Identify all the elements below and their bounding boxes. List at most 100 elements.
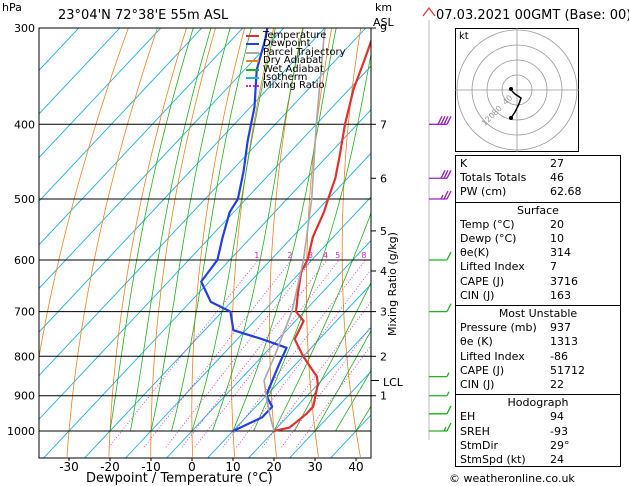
x-tick-label: 10: [225, 460, 240, 474]
km-tick-label: 3: [380, 306, 387, 319]
km-tick-label: 4: [380, 265, 387, 278]
legend-swatch: [246, 60, 259, 63]
section-title: Most Unstable: [498, 307, 578, 320]
index-row: Pressure (mb) 937: [460, 322, 616, 334]
index-key: SREH: [460, 424, 490, 438]
mixing-ratio-label: 25: [430, 251, 440, 260]
legend-swatch: [246, 85, 259, 88]
km-tick-label: 2: [380, 350, 387, 363]
hodograph-trace: [510, 90, 522, 119]
asl-label: ASL: [373, 16, 394, 29]
km-tick-label: 5: [380, 225, 387, 238]
section-divider: [456, 305, 620, 306]
isotherm-line: [165, 239, 371, 458]
index-value: 22: [550, 378, 564, 391]
index-value: 27: [550, 157, 564, 170]
index-value: 163: [550, 288, 571, 302]
index-row: EH 94: [460, 411, 616, 423]
index-key: Dewp (°C): [460, 232, 517, 245]
km-tick-label: 7: [380, 118, 387, 131]
wind-barb: [429, 405, 452, 415]
mixing-ratio-label: 8: [361, 251, 366, 260]
section-title: Hodograph: [507, 396, 569, 410]
x-tick-label: -30: [59, 460, 79, 474]
dry-adiabat-line: [66, 28, 158, 457]
section-divider: [456, 201, 620, 203]
index-key: EH: [460, 410, 476, 424]
wind-barb: [429, 372, 450, 378]
index-key: θe(K): [460, 246, 490, 260]
legend-label: Dewpoint: [263, 38, 311, 50]
wet-adiabat-line: [171, 28, 252, 432]
legend-label: Wet Adiabat: [263, 63, 324, 75]
wet-adiabat-line: [253, 51, 371, 432]
isotherm-line: [124, 196, 371, 458]
index-row: Dewp (°C) 10: [460, 233, 616, 245]
isotherm-line: [39, 28, 326, 333]
mixing-ratio-line: [108, 259, 259, 448]
km-unit-label: km: [375, 1, 393, 14]
hodograph-end-marker: [509, 116, 513, 120]
index-row: θe(K) 314: [460, 247, 616, 259]
wind-barb: [429, 190, 452, 200]
mixing-ratio-line: [165, 259, 313, 448]
x-tick-label: 0: [188, 460, 196, 474]
index-row: Lifted Index -86: [460, 349, 616, 363]
index-value: 937: [550, 321, 571, 335]
pressure-tick-label: 1000: [7, 425, 35, 438]
isotherm-line: [39, 28, 162, 159]
x-tick-label: 30: [307, 460, 322, 474]
legend-swatch: [246, 51, 259, 54]
indices-panel: K 27 Totals Totals 46 PW (cm) 62.68 Surface Tem…: [455, 155, 621, 467]
wet-adiabat-line: [212, 28, 304, 432]
km-tick-label: 1: [380, 390, 387, 403]
mixing-ratio-label: 4: [323, 251, 328, 260]
index-value: 46: [550, 171, 564, 185]
index-value: -86: [550, 349, 568, 363]
index-value: 62.68: [550, 185, 582, 199]
index-row: CAPE (J) 51712: [460, 363, 616, 377]
index-value: 94: [550, 410, 564, 424]
mixing-ratio-line: [262, 301, 371, 448]
index-key: StmDir: [460, 438, 499, 452]
x-tick-label: 40: [348, 460, 363, 474]
mixing-ratio-label: 10: [374, 251, 384, 260]
x-tick-label: -20: [100, 460, 120, 474]
index-row: CIN (J) 163: [460, 288, 616, 302]
index-value: 24: [550, 453, 564, 466]
index-value: 51712: [550, 363, 585, 377]
index-value: 314: [550, 246, 571, 260]
index-value: 29°: [550, 438, 570, 452]
section-divider: [456, 394, 620, 396]
legend-swatch: [246, 35, 259, 37]
parcel-trajectory-line: [263, 28, 326, 432]
wet-adiabat-line: [150, 28, 231, 432]
mixing-ratio-label: 15: [398, 251, 408, 260]
index-row: PW (cm) 62.68: [460, 186, 616, 198]
index-key: PW (cm): [460, 185, 507, 199]
legend-swatch: [246, 77, 259, 79]
legend-label: Mixing Ratio: [263, 80, 325, 92]
pressure-tick-label: 700: [14, 306, 35, 319]
index-value: 1313: [550, 335, 578, 349]
index-row: StmDir 29°: [460, 438, 616, 452]
dry-adiabat-line: [230, 28, 275, 457]
index-key: Lifted Index: [460, 260, 525, 274]
index-key: K: [460, 157, 468, 170]
index-row: K 27: [460, 158, 616, 170]
index-key: CIN (J): [460, 378, 495, 391]
section-title: Surface: [517, 203, 559, 217]
isotherm-line: [39, 28, 285, 290]
index-value: 10: [550, 232, 564, 245]
mixing-ratio-label: 3: [308, 251, 313, 260]
pressure-tick-label: 900: [14, 390, 35, 403]
legend-swatch: [246, 43, 259, 46]
wind-barb: [429, 391, 450, 397]
dry-adiabat-line: [39, 28, 129, 360]
datetime-title: 07.03.2021 00GMT (Base: 00): [436, 8, 629, 23]
mixing-ratio-line: [194, 259, 340, 448]
index-key: CIN (J): [460, 288, 495, 302]
wet-adiabat-line: [314, 330, 371, 432]
location-title: 23°04'N 72°38'E 55m ASL: [58, 8, 229, 23]
